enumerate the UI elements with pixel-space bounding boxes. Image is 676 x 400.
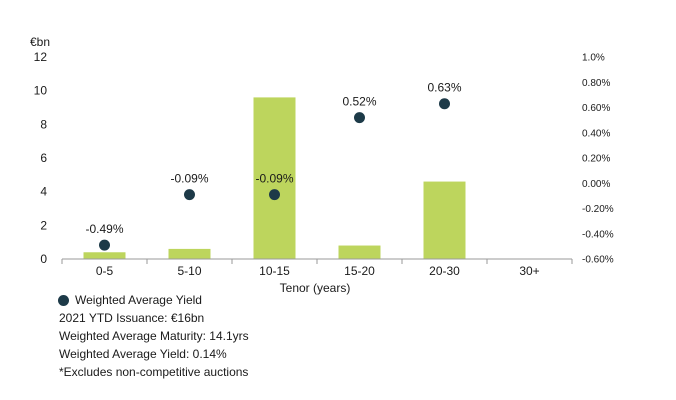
yield-point xyxy=(269,189,280,201)
right-tick-label: 0.60% xyxy=(582,103,610,114)
bar-10-15 xyxy=(253,97,296,260)
left-tick-label: 6 xyxy=(40,151,47,165)
right-axis-ticks: -0.60% -0.40% -0.20% 0.00% 0.20% 0.40% 0.60% 0.… xyxy=(582,53,614,266)
x-tick-label: 15-20 xyxy=(344,264,375,278)
legend-marker xyxy=(58,294,69,306)
right-tick-label: 0.40% xyxy=(582,128,610,139)
chart-notes: Weighted Average Yield 2021 YTD Issuance… xyxy=(58,291,249,381)
x-tick-label: 10-15 xyxy=(259,264,290,278)
right-tick-label: -0.40% xyxy=(582,229,614,240)
left-tick-label: 10 xyxy=(34,84,48,98)
yield-point xyxy=(184,189,195,201)
x-tick-label: 0-5 xyxy=(96,264,114,278)
bar-series xyxy=(83,97,466,260)
right-tick-label: 0.20% xyxy=(582,154,610,165)
yield-point xyxy=(99,239,110,251)
left-tick-label: 0 xyxy=(40,252,47,266)
right-tick-label: 0.80% xyxy=(582,78,610,89)
yield-data-label: -0.09% xyxy=(255,172,293,186)
note-yield: Weighted Average Yield: 0.14% xyxy=(59,347,227,361)
left-axis-unit: €bn xyxy=(30,35,50,49)
note-maturity: Weighted Average Maturity: 14.1yrs xyxy=(59,329,249,343)
legend-label: Weighted Average Yield xyxy=(75,293,202,307)
left-axis-ticks: 0 2 4 6 8 10 12 xyxy=(34,50,48,266)
left-tick-label: 2 xyxy=(40,218,47,232)
note-footnote: *Excludes non-competitive auctions xyxy=(59,365,249,379)
yield-point xyxy=(439,98,450,110)
x-tick-label: 30+ xyxy=(519,264,539,278)
yield-data-label: 0.63% xyxy=(427,81,461,95)
right-tick-label: -0.60% xyxy=(582,255,614,266)
right-tick-label: 1.0% xyxy=(582,53,605,64)
yield-data-label: -0.09% xyxy=(170,172,208,186)
bar-5-10 xyxy=(168,248,211,259)
x-axis-title: Tenor (years) xyxy=(280,281,351,295)
yield-series: -0.49% -0.09% -0.09% 0.52% 0.63% xyxy=(85,81,462,251)
yield-data-label: 0.52% xyxy=(342,95,376,109)
bar-0-5 xyxy=(83,252,126,259)
right-tick-label: -0.20% xyxy=(582,204,614,215)
note-issuance: 2021 YTD Issuance: €16bn xyxy=(59,311,205,325)
yield-data-label: -0.49% xyxy=(85,222,123,236)
x-tick-label: 5-10 xyxy=(177,264,201,278)
left-tick-label: 8 xyxy=(40,117,47,131)
x-axis-ticks: 0-5 5-10 10-15 15-20 20-30 30+ xyxy=(61,259,573,278)
right-tick-label: 0.00% xyxy=(582,179,610,190)
bar-15-20 xyxy=(338,245,381,259)
yield-point xyxy=(354,112,365,124)
legend-item-yield: Weighted Average Yield xyxy=(58,291,249,309)
x-tick-label: 20-30 xyxy=(429,264,460,278)
left-tick-label: 12 xyxy=(34,50,48,64)
left-tick-label: 4 xyxy=(40,185,47,199)
bar-20-30 xyxy=(423,181,466,259)
